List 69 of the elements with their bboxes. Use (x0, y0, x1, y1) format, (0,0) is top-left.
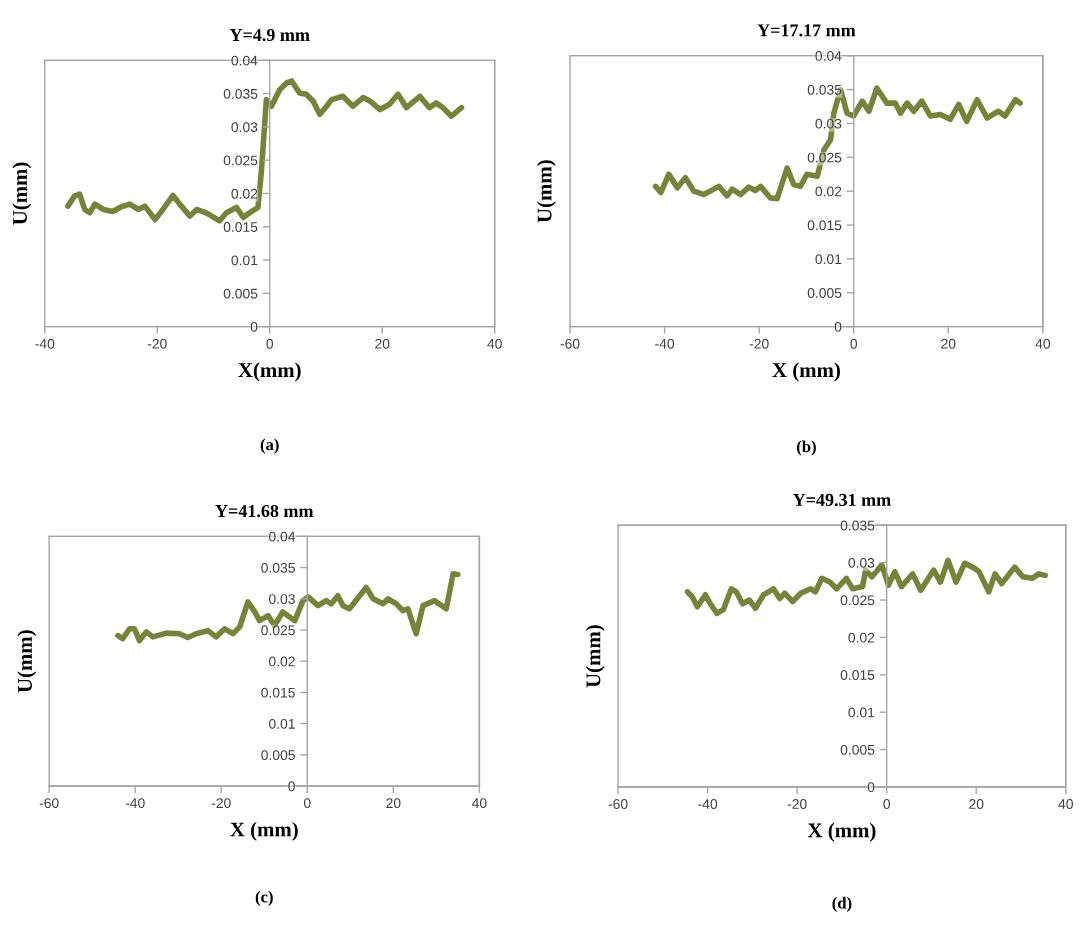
x-tick-label: 20 (386, 798, 401, 809)
x-tick-label: 40 (1058, 799, 1073, 809)
x-axis-title: X (mm) (230, 821, 298, 841)
y-axis-title: U(mm) (12, 162, 32, 225)
y-axis-title: U(mm) (585, 625, 605, 688)
x-tick-label: -20 (211, 798, 231, 809)
x-tick-label: 0 (883, 799, 891, 809)
x-tick-label: -60 (39, 798, 59, 809)
x-tick-label: -20 (147, 338, 167, 349)
text: (d) (832, 896, 852, 912)
chart-title: Y=4.9 mm (229, 28, 310, 42)
text: (b) (796, 440, 816, 456)
x-tick-label: -40 (655, 338, 675, 349)
y-tick-label: 0.01 (231, 255, 258, 266)
y-tick-label: 0.04 (269, 531, 296, 542)
x-tick-label: -60 (560, 338, 580, 349)
y-tick-label: 0.015 (807, 220, 842, 231)
text: (a) (260, 438, 279, 454)
x-axis-title: X(mm) (238, 362, 301, 382)
y-tick-label: 0.025 (840, 595, 875, 606)
text: (c) (255, 890, 273, 906)
x-axis-title: X (mm) (772, 362, 840, 382)
y-axis-title: U(mm) (536, 160, 556, 223)
y-tick-label: 0.025 (223, 155, 258, 166)
y-tick-label: 0.02 (848, 632, 875, 643)
y-tick-label: 0.035 (261, 562, 295, 573)
x-tick-label: -40 (35, 338, 55, 349)
y-tick-label: 0.01 (815, 254, 842, 265)
y-tick-label: 0.01 (848, 707, 875, 718)
y-tick-label: 0.035 (840, 520, 875, 531)
chart-title: Y=49.31 mm (792, 493, 891, 507)
y-tick-label: 0 (867, 782, 875, 793)
x-tick-label: -40 (698, 799, 718, 809)
x-tick-label: 20 (941, 338, 956, 349)
y-tick-label: 0.03 (269, 594, 295, 604)
chart-title: Y=17.17 mm (757, 24, 856, 37)
x-tick-label: -20 (749, 338, 769, 349)
y-axis-title: U(mm) (17, 630, 37, 693)
y-tick-label: 0.005 (223, 288, 258, 299)
x-tick-label: -20 (787, 799, 807, 809)
y-tick-label: 0.02 (815, 186, 842, 197)
y-tick-label: 0.01 (269, 718, 295, 729)
y-tick-label: 0.005 (261, 750, 295, 760)
y-tick-label: 0 (288, 781, 295, 792)
y-tick-label: 0.02 (269, 656, 295, 667)
x-tick-label: -60 (608, 799, 628, 809)
y-tick-label: 0.04 (815, 51, 842, 61)
x-tick-label: -40 (125, 798, 145, 809)
x-tick-label: 20 (375, 338, 390, 349)
x-tick-label: 40 (1035, 338, 1051, 349)
y-tick-label: 0.03 (848, 557, 875, 568)
y-tick-label: 0 (250, 321, 258, 332)
x-tick-label: 20 (969, 799, 984, 809)
x-axis-title: X (mm) (807, 822, 876, 842)
x-tick-label: 40 (471, 798, 487, 809)
x-tick-label: 0 (303, 798, 311, 809)
y-tick-label: 0.015 (840, 670, 875, 680)
x-tick-label: 40 (487, 338, 502, 349)
y-tick-label: 0.04 (231, 55, 258, 66)
y-tick-label: 0.015 (223, 222, 258, 232)
y-tick-label: 0.03 (231, 122, 258, 133)
y-tick-label: 0.02 (231, 188, 258, 199)
y-tick-label: 0.035 (223, 88, 258, 99)
y-tick-label: 0.015 (261, 687, 295, 698)
y-tick-label: 0.025 (261, 625, 295, 636)
chart-title: Y=41.68 mm (215, 504, 314, 518)
y-tick-label: 0.005 (807, 288, 842, 298)
y-tick-label: 0.005 (840, 744, 875, 755)
y-tick-label: 0 (834, 321, 842, 332)
